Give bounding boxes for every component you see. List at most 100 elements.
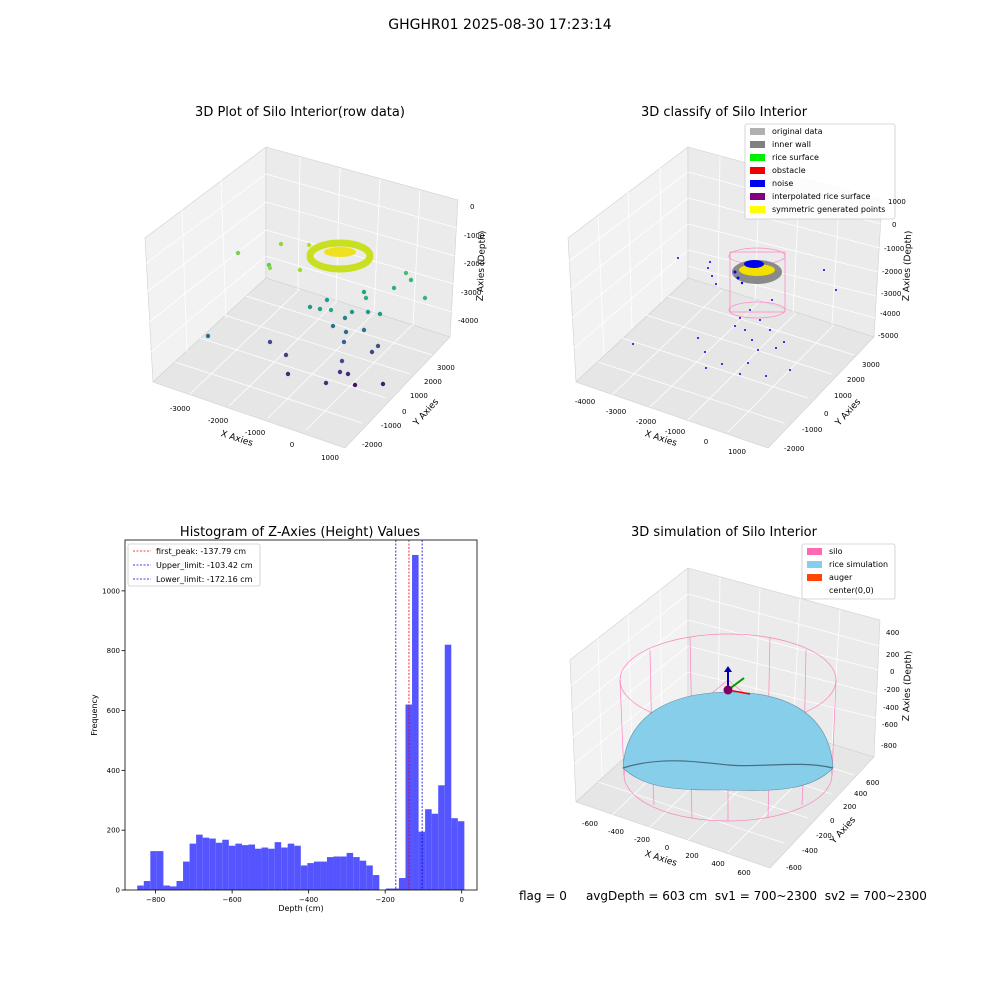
tick-label: -200 (816, 832, 832, 840)
tick-label: 600 (866, 779, 879, 787)
legend-label: symmetric generated points (772, 205, 885, 214)
hist-bar (333, 856, 341, 890)
classify-pane-back (687, 146, 883, 338)
hist-bar (156, 851, 164, 890)
tick-label: 0 (890, 668, 894, 676)
classify-pane-left (567, 146, 689, 383)
hist-bar (294, 845, 301, 890)
avg-depth-value: avgDepth = 603 cm (585, 889, 708, 903)
legend-swatch-original-data (750, 128, 765, 135)
sim-legend: silo rice simulation auger center(0,0) (801, 543, 896, 600)
tick-label: -400 (802, 847, 818, 855)
hist-bar (418, 831, 426, 890)
legend-label: original data (772, 127, 823, 136)
hist-bar (392, 888, 399, 890)
tick-label: -2000 (636, 418, 656, 426)
raw-y-ticks: -2000 -1000 0 1000 2000 3000 (362, 364, 455, 449)
classify-ylabel: Y Axies (833, 397, 863, 429)
tick-label: 0 (470, 203, 474, 211)
legend-swatch-noise (750, 180, 765, 187)
classify-x-ticks: -4000 -3000 -2000 -1000 0 1000 (575, 398, 746, 456)
hist-bar (398, 878, 406, 890)
hist-x-tick-label: −600 (223, 896, 242, 904)
tick-label: 200 (685, 852, 698, 860)
hist-x-tick-label: 0 (459, 896, 463, 904)
legend-label: rice surface (772, 153, 819, 162)
sim-z-ticks: 400 200 0 -200 -400 -600 -800 (881, 629, 900, 750)
tick-label: -200 (884, 686, 900, 694)
tick-label: 0 (824, 410, 828, 418)
classify-zlabel: Z Axies (Depth) (902, 231, 914, 302)
hist-vlines (395, 540, 423, 890)
raw-x-ticks: -3000 -2000 -1000 0 1000 (170, 405, 339, 462)
tick-label: 1000 (834, 392, 852, 400)
hist-bar (438, 785, 445, 890)
hist-bar (261, 847, 269, 890)
hist-bar (326, 857, 334, 890)
sim-rice-edge (622, 760, 834, 769)
legend-label: center(0,0) (829, 586, 874, 595)
tick-label: -4000 (575, 398, 595, 406)
sim-pane-left (569, 567, 689, 803)
legend-swatch-rice-surface (750, 154, 765, 161)
classify-z-ticks: 1000 0 -1000 -2000 -3000 -4000 -5000 (878, 198, 906, 340)
hist-bar (241, 845, 249, 890)
tick-label: -800 (881, 742, 897, 750)
legend-swatch-silo (807, 548, 822, 555)
hist-bar (235, 843, 242, 890)
hist-bar (451, 818, 458, 890)
tick-label: 400 (854, 790, 867, 798)
hist-bar (320, 861, 327, 890)
hist-bar (176, 881, 184, 890)
hist-bar (163, 885, 170, 890)
tick-label: -2000 (208, 417, 228, 425)
tick-label: 0 (290, 441, 294, 449)
hist-x-tick-label: −800 (146, 896, 165, 904)
sv2-value: sv2 = 700~2300 (824, 889, 927, 903)
hist-bar (183, 861, 190, 890)
hist-bar (169, 886, 177, 890)
flag-value: flag = 0 (519, 889, 567, 903)
hist-bar (385, 888, 393, 890)
classify-xlabel: X Axies (643, 429, 678, 449)
legend-swatch-obstacle (750, 167, 765, 174)
tick-label: -3000 (881, 290, 901, 298)
hist-bars (137, 554, 465, 890)
sim-pane-floor (575, 699, 875, 869)
classify-silo-wireframe (729, 251, 786, 313)
tick-label: 0 (665, 844, 669, 852)
legend-swatch-rice-simulation (807, 561, 822, 568)
sim-silo-wireframe (619, 633, 837, 822)
tick-label: -1000 (802, 426, 822, 434)
hist-bar (268, 848, 275, 890)
hist-title: Histogram of Z-Axies (Height) Values (180, 525, 420, 540)
tick-label: -1000 (665, 428, 685, 436)
tick-label: 2000 (847, 376, 865, 384)
hist-bar (444, 644, 452, 890)
tick-label: 0 (704, 438, 708, 446)
sim-x-ticks: -600 -400 -200 0 200 400 600 (582, 820, 751, 877)
tick-label: -200 (634, 836, 650, 844)
hist-bar (189, 843, 197, 890)
hist-x-tick-label: −400 (299, 896, 318, 904)
tick-label: -4000 (458, 317, 478, 325)
raw-grid (144, 156, 458, 431)
hist-bar (196, 834, 203, 890)
tick-label: -1000 (884, 245, 904, 253)
tick-label: -2000 (882, 268, 902, 276)
tick-label: 200 (886, 651, 899, 659)
sim-pane-back (687, 567, 881, 758)
tick-label: 400 (886, 629, 899, 637)
raw-pane-left (144, 146, 267, 383)
legend-swatch-symmetric (750, 206, 765, 213)
sim-center-marker (723, 685, 733, 695)
hist-x-ticks: −800 −600 −400 −200 0 (146, 890, 464, 904)
classify-noise-cluster (744, 260, 764, 268)
tick-label: -1000 (381, 422, 401, 430)
hist-y-tick-label: 1000 (102, 587, 120, 595)
hist-ylabel: Frequency (90, 694, 99, 736)
tick-label: 0 (830, 817, 834, 825)
hist-y-tick-label: 0 (116, 887, 120, 895)
